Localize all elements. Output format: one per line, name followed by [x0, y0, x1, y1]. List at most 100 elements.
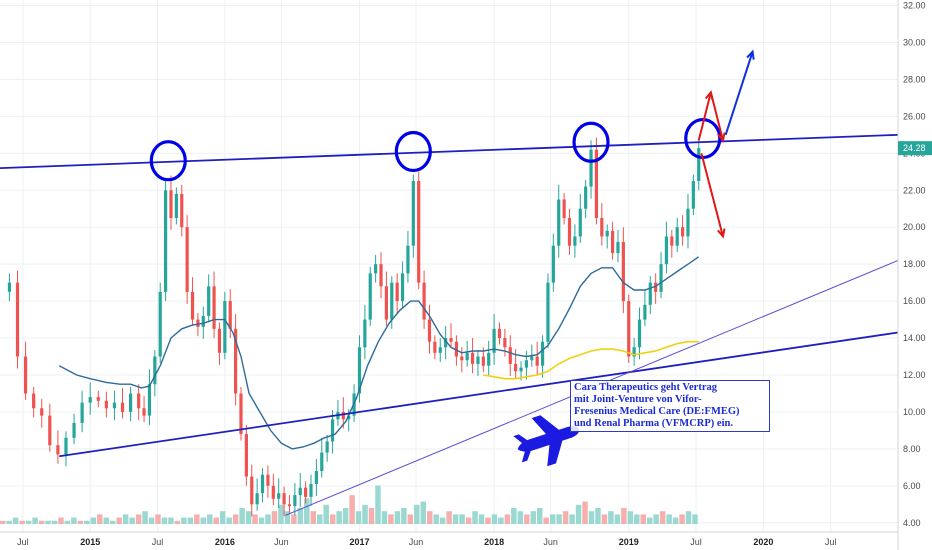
volume-bar: [32, 517, 38, 524]
candle-body: [304, 487, 308, 497]
volume-bar: [595, 508, 601, 524]
candle-body: [96, 397, 100, 401]
volume-bar: [368, 508, 375, 524]
volume-bar: [148, 517, 155, 524]
moving-averages: [58, 256, 700, 450]
candle-body: [454, 341, 459, 357]
volume-bar: [646, 517, 653, 524]
volume-bar: [621, 508, 627, 524]
candle-body: [325, 441, 329, 453]
volume-bar: [122, 514, 129, 524]
price-axis[interactable]: 4.00 6.00 8.00 10.00 12.00 14.00 16.00 18.00 20.…: [897, 0, 932, 550]
x-tick-label: 2020: [753, 537, 773, 547]
volume-bar: [271, 511, 278, 524]
candle-body: [514, 363, 518, 372]
volume-bar: [511, 508, 517, 524]
volume-bar: [401, 508, 407, 524]
volume-bar: [433, 514, 439, 524]
airplane-shape: [513, 415, 580, 467]
volume-bar: [317, 514, 323, 524]
volume-bar: [213, 517, 219, 524]
arrow-head: [717, 228, 726, 239]
volume-bar: [25, 520, 32, 524]
candle-body: [255, 493, 259, 505]
volume-bar: [239, 508, 245, 524]
volume-bar: [530, 511, 536, 524]
candle-body: [680, 227, 685, 237]
candle-body: [250, 476, 254, 505]
candle-body: [363, 319, 367, 348]
candle-body: [654, 282, 658, 292]
candle-body: [169, 190, 173, 218]
candle-body: [460, 356, 464, 361]
candle-body: [217, 328, 222, 353]
x-tick-label: 2019: [619, 537, 639, 547]
candle-body: [427, 319, 432, 342]
volume-bar: [284, 511, 291, 524]
y-tick-label: 4.00: [903, 518, 921, 528]
volume-bar: [278, 504, 284, 524]
candle-body: [56, 445, 60, 455]
volume-bars: [0, 485, 698, 524]
annotation-line: mit Joint-Venture von Vifor-: [574, 394, 702, 405]
candle-body: [470, 352, 475, 364]
candle-body: [153, 356, 157, 385]
candle-body: [589, 149, 593, 187]
y-tick-label: 28.00: [903, 74, 926, 84]
volume-bar: [556, 514, 562, 524]
x-tick-label: Jul: [152, 537, 164, 547]
y-tick-label: 16.00: [903, 296, 926, 306]
volume-bar: [349, 495, 355, 524]
moving-average-long: [483, 340, 699, 380]
candle-body: [104, 400, 108, 409]
candle-body: [64, 437, 68, 455]
candle-body: [605, 230, 609, 237]
arrow-head: [717, 132, 726, 143]
candle-body: [390, 282, 394, 320]
volume-bar: [582, 501, 588, 524]
candle-body: [406, 245, 410, 274]
candle-body: [260, 474, 265, 494]
time-axis[interactable]: Jul 2015 Jul 2016 Jun 2017 Jun 2018 Jun 2019 Jul 20…: [0, 531, 898, 547]
candle-body: [621, 241, 625, 302]
candle-body: [476, 356, 480, 364]
candle-body: [465, 352, 469, 361]
candle-body: [643, 304, 647, 320]
candle-body: [88, 397, 92, 403]
candle-body: [616, 241, 620, 254]
volume-bar: [6, 520, 12, 524]
candle-body: [535, 356, 539, 366]
volume-bar: [666, 514, 672, 524]
candle-body: [697, 148, 701, 182]
volume-bar: [135, 514, 142, 524]
candle-body: [648, 282, 652, 305]
candle-body: [320, 452, 324, 472]
candle-body: [600, 217, 604, 237]
volume-bar: [517, 511, 524, 524]
candle-body: [314, 471, 318, 484]
volume-bar: [692, 514, 698, 524]
candle-body: [557, 199, 561, 246]
volume-bar: [84, 520, 90, 524]
candle-body: [567, 217, 572, 246]
volume-bar: [342, 508, 349, 524]
volume-bar: [543, 517, 549, 524]
volume-bar: [265, 514, 271, 524]
y-tick-label: 14.00: [903, 333, 926, 343]
volume-bar: [679, 514, 685, 524]
volume-bar: [168, 517, 174, 524]
volume-bar: [0, 520, 6, 524]
candle-body: [32, 393, 36, 409]
volume-bar: [71, 517, 77, 524]
candle-body: [395, 282, 399, 302]
x-tick-label: Jul: [17, 537, 29, 547]
candle-body: [368, 273, 372, 320]
volume-bar: [459, 514, 465, 524]
candle-body: [573, 236, 577, 246]
y-tick-label: 32.00: [903, 1, 926, 11]
volume-bar: [97, 514, 103, 524]
candle-body: [594, 149, 599, 218]
volume-bar: [569, 514, 575, 524]
